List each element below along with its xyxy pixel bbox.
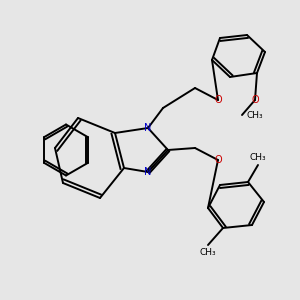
Text: N: N	[144, 123, 152, 133]
Text: O: O	[251, 95, 259, 105]
Text: CH₃: CH₃	[200, 248, 216, 257]
Text: O: O	[214, 95, 222, 105]
Text: CH₃: CH₃	[247, 110, 263, 119]
Text: CH₃: CH₃	[250, 153, 266, 162]
Text: O: O	[214, 155, 222, 165]
Text: N: N	[144, 167, 152, 177]
